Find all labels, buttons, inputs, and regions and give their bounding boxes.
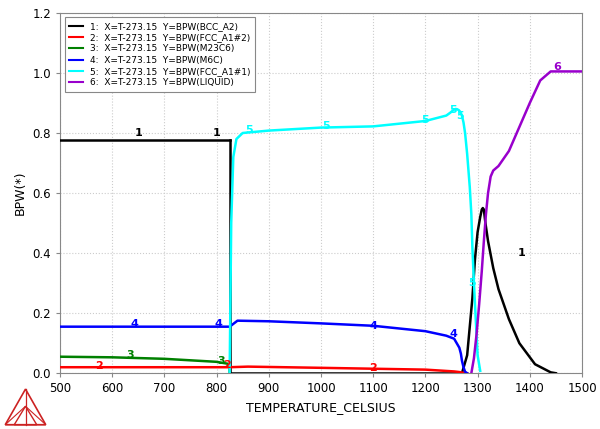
Legend: 1:  X=T-273.15  Y=BPW(BCC_A2), 2:  X=T-273.15  Y=BPW(FCC_A1#2), 3:  X=T-273.15  : 1: X=T-273.15 Y=BPW(BCC_A2), 2: X=T-273.… [65, 18, 255, 92]
Text: 5: 5 [322, 121, 330, 131]
X-axis label: TEMPERATURE_CELSIUS: TEMPERATURE_CELSIUS [246, 401, 396, 414]
Text: 5: 5 [245, 125, 253, 135]
Text: 3: 3 [127, 350, 134, 360]
Text: 1: 1 [213, 128, 220, 138]
Text: 1: 1 [518, 248, 526, 258]
Text: 6: 6 [554, 62, 562, 72]
Text: 5: 5 [469, 278, 476, 288]
Text: 4: 4 [369, 321, 377, 331]
Text: 5: 5 [457, 111, 464, 121]
Text: 4: 4 [449, 329, 457, 339]
Y-axis label: BPW(*): BPW(*) [14, 171, 26, 215]
Text: 2: 2 [95, 361, 103, 371]
Text: 5: 5 [449, 105, 457, 115]
Text: 1: 1 [134, 128, 142, 138]
Text: 2: 2 [223, 360, 231, 370]
Text: 4: 4 [214, 319, 222, 329]
Text: 2: 2 [370, 363, 377, 373]
Text: 4: 4 [131, 319, 139, 329]
Text: 5: 5 [422, 115, 429, 125]
Text: 3: 3 [217, 356, 224, 366]
